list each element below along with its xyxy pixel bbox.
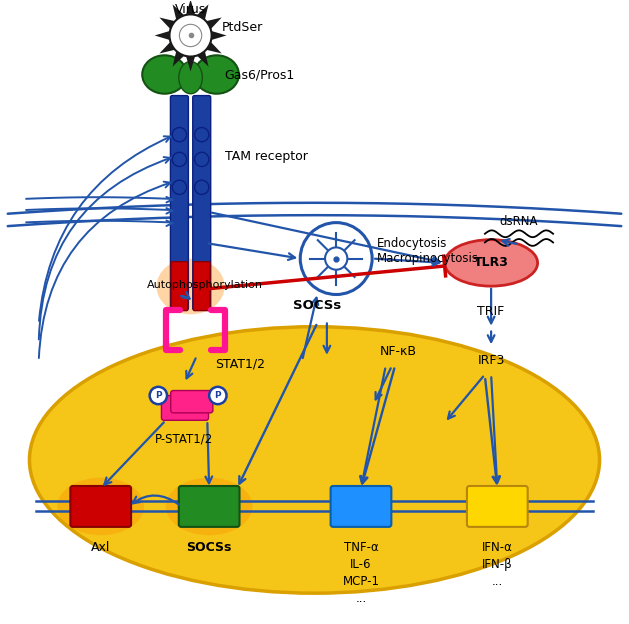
Circle shape — [172, 180, 187, 195]
Text: IFN-α
IFN-β
...: IFN-α IFN-β ... — [482, 540, 513, 588]
Polygon shape — [197, 4, 209, 20]
Circle shape — [194, 152, 209, 167]
Text: Endocytosis
Macropinocytosis: Endocytosis Macropinocytosis — [377, 237, 479, 265]
Polygon shape — [186, 0, 195, 15]
Polygon shape — [206, 42, 221, 54]
Ellipse shape — [30, 327, 599, 593]
Text: PtdSer: PtdSer — [221, 21, 263, 34]
Circle shape — [169, 14, 211, 57]
Text: NF-κB: NF-κB — [380, 345, 416, 358]
Circle shape — [172, 152, 187, 167]
Polygon shape — [197, 51, 209, 67]
Ellipse shape — [57, 477, 144, 535]
Circle shape — [172, 127, 187, 142]
Polygon shape — [206, 17, 221, 29]
FancyBboxPatch shape — [331, 486, 391, 527]
Ellipse shape — [166, 477, 252, 535]
Text: Autophosphorylation: Autophosphorylation — [147, 280, 263, 290]
Circle shape — [194, 127, 209, 142]
FancyBboxPatch shape — [170, 95, 189, 310]
Ellipse shape — [179, 62, 203, 94]
Text: TAM receptor: TAM receptor — [225, 150, 308, 163]
Polygon shape — [159, 17, 175, 29]
FancyBboxPatch shape — [171, 261, 188, 311]
Text: IRF3: IRF3 — [477, 354, 505, 368]
Text: SOCSs: SOCSs — [294, 298, 342, 311]
Text: Axl: Axl — [91, 540, 111, 553]
Ellipse shape — [194, 56, 239, 94]
Polygon shape — [186, 56, 195, 71]
FancyBboxPatch shape — [467, 486, 528, 527]
Ellipse shape — [142, 56, 187, 94]
Circle shape — [150, 387, 167, 404]
FancyBboxPatch shape — [162, 396, 209, 421]
Polygon shape — [211, 31, 226, 40]
Text: dsRNA: dsRNA — [500, 215, 538, 228]
Polygon shape — [172, 4, 184, 20]
Text: Gas6/Pros1: Gas6/Pros1 — [225, 68, 295, 81]
Text: SOCSs: SOCSs — [186, 540, 232, 553]
Text: TLR3: TLR3 — [474, 256, 509, 270]
Text: P: P — [155, 391, 162, 400]
Circle shape — [194, 180, 209, 195]
Circle shape — [325, 247, 347, 270]
FancyBboxPatch shape — [192, 95, 211, 310]
Text: P-STAT1/2: P-STAT1/2 — [155, 432, 213, 446]
Ellipse shape — [445, 240, 538, 286]
Circle shape — [300, 223, 372, 295]
Text: Virus: Virus — [175, 2, 206, 16]
Text: TNF-α
IL-6
MCP-1
...: TNF-α IL-6 MCP-1 ... — [342, 540, 379, 605]
Polygon shape — [155, 31, 170, 40]
Circle shape — [209, 387, 226, 404]
Text: TRIF: TRIF — [477, 305, 504, 318]
FancyBboxPatch shape — [193, 261, 210, 311]
FancyBboxPatch shape — [70, 486, 131, 527]
Text: P: P — [214, 391, 221, 400]
FancyBboxPatch shape — [170, 391, 213, 413]
Text: STAT1/2: STAT1/2 — [215, 358, 265, 371]
FancyBboxPatch shape — [179, 486, 240, 527]
Polygon shape — [172, 51, 184, 67]
Polygon shape — [159, 42, 175, 54]
Ellipse shape — [157, 258, 225, 314]
